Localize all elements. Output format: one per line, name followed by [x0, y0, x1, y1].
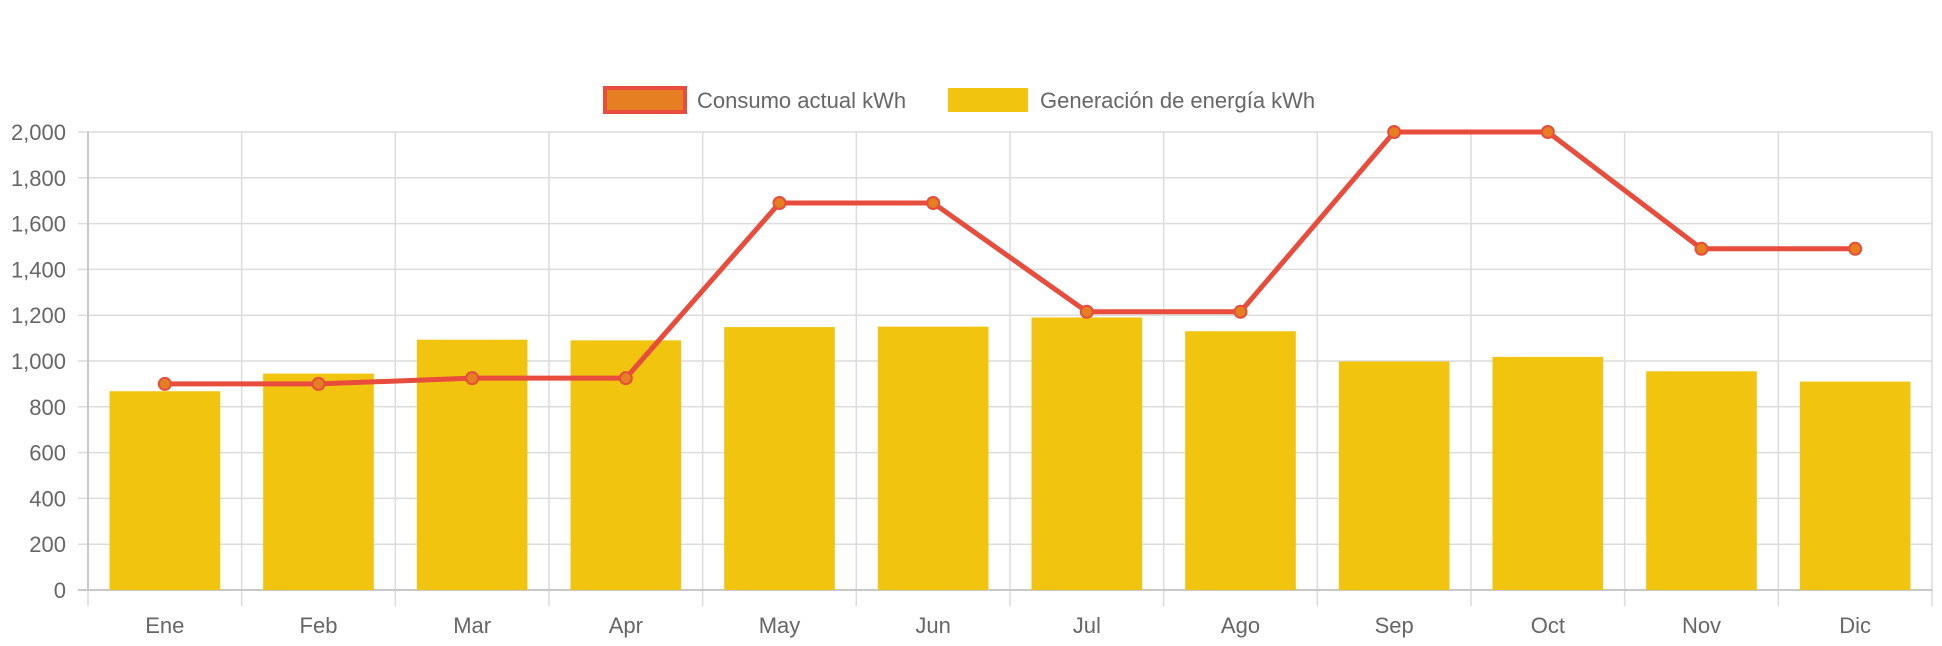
bar[interactable] — [1185, 331, 1296, 590]
x-tick-label: Jun — [915, 613, 950, 638]
bar-series — [109, 317, 1911, 590]
x-axis: Ene Feb Mar Apr May Jun Jul Ago Sep Oct Nov Dic — [78, 589, 1932, 638]
y-tick-label: 2,000 — [11, 120, 66, 145]
line-point[interactable] — [465, 371, 480, 386]
line-point[interactable] — [926, 195, 941, 210]
line-point[interactable] — [1233, 304, 1248, 319]
y-tick-label: 1,800 — [11, 166, 66, 191]
bar[interactable] — [1031, 317, 1143, 590]
bar[interactable] — [1492, 356, 1604, 590]
line-point[interactable] — [157, 376, 172, 391]
x-tick-label: Ene — [145, 613, 184, 638]
x-tick-label: Apr — [609, 613, 643, 638]
legend-swatch-consumo[interactable] — [603, 86, 687, 114]
y-tick-label: 800 — [29, 395, 66, 420]
y-tick-label: 1,200 — [11, 303, 66, 328]
line-series — [157, 125, 1863, 391]
y-tick-label: 1,400 — [11, 257, 66, 282]
bar[interactable] — [1799, 381, 1911, 590]
line-point[interactable] — [772, 195, 787, 210]
x-tick-label: Feb — [300, 613, 338, 638]
y-tick-label: 1,600 — [11, 212, 66, 237]
legend: Consumo actual kWh Generación de energía… — [603, 86, 1315, 114]
x-tick-label: May — [759, 613, 801, 638]
line-point[interactable] — [1079, 304, 1094, 319]
bar[interactable] — [263, 373, 374, 590]
line-point[interactable] — [1694, 241, 1709, 256]
line-point[interactable] — [311, 376, 326, 391]
x-tick-label: Jul — [1073, 613, 1101, 638]
y-axis: 0 200 400 600 800 1,000 1,200 1,400 1,600 1,800 2,… — [11, 120, 89, 603]
line-point[interactable] — [1540, 125, 1555, 139]
line-point[interactable] — [618, 371, 633, 386]
y-tick-label: 200 — [29, 532, 66, 557]
x-tick-label: Ago — [1221, 613, 1260, 638]
x-tick-label: Nov — [1682, 613, 1721, 638]
line-point[interactable] — [1387, 125, 1402, 139]
x-tick-label: Oct — [1531, 613, 1565, 638]
consumption-line — [164, 129, 1856, 387]
bar[interactable] — [109, 391, 221, 590]
y-tick-label: 400 — [29, 486, 66, 511]
x-tick-label: Mar — [453, 613, 491, 638]
bar[interactable] — [1646, 371, 1757, 590]
y-tick-label: 600 — [29, 441, 66, 466]
legend-label-consumo[interactable]: Consumo actual kWh — [697, 88, 906, 113]
y-tick-label: 1,000 — [11, 349, 66, 374]
legend-swatch-generacion[interactable] — [948, 88, 1028, 112]
y-tick-label: 0 — [54, 578, 66, 603]
bar[interactable] — [724, 327, 835, 590]
x-tick-label: Sep — [1375, 613, 1414, 638]
line-point[interactable] — [1848, 241, 1863, 256]
x-tick-label: Dic — [1839, 613, 1871, 638]
bar[interactable] — [877, 326, 989, 590]
bar[interactable] — [1338, 361, 1450, 590]
legend-label-generacion[interactable]: Generación de energía kWh — [1040, 88, 1315, 113]
